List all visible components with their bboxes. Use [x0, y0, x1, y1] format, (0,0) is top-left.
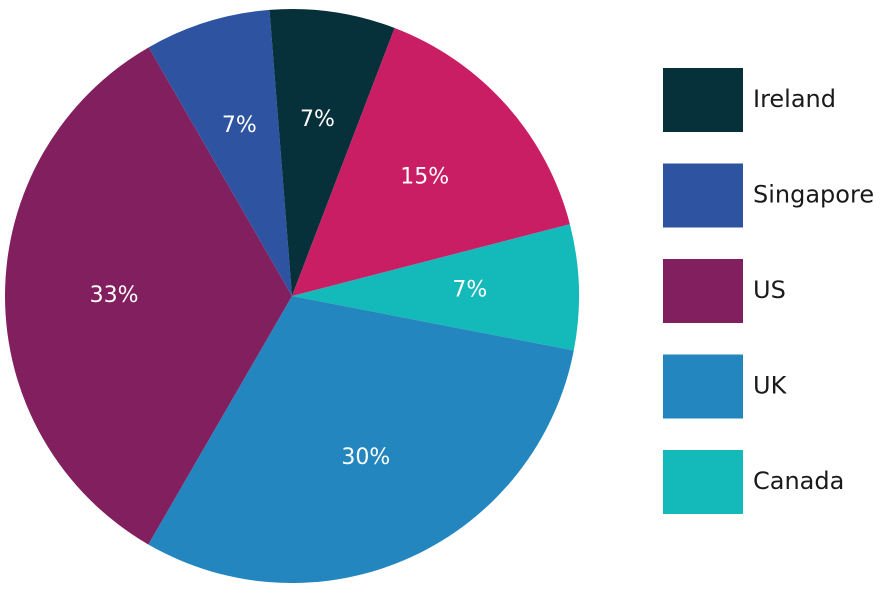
legend-swatch-us [663, 259, 743, 323]
legend-swatch-ireland [663, 68, 743, 132]
slice-value-label: 7% [452, 278, 487, 303]
chart-legend: Ireland Singapore US UK Canada [663, 68, 874, 514]
pie-slice-ireland [269, 8, 395, 296]
slice-value-label: 33% [90, 283, 139, 308]
pie-slice-canada [292, 224, 580, 351]
legend-label-canada: Canada [753, 467, 844, 495]
slice-value-label: 7% [222, 113, 257, 138]
legend-label-ireland: Ireland [753, 85, 836, 113]
legend-swatch-uk [663, 354, 743, 419]
pie-slice-singapore [148, 9, 292, 296]
pie-slice-unlabeled-5 [292, 27, 570, 296]
legend-label-singapore: Singapore [753, 181, 874, 209]
legend-label-us: US [753, 276, 786, 304]
pie-slice-us [4, 47, 292, 545]
pie-slice-labels: 7% 30% 33% 7% 7% 15% [90, 107, 488, 470]
pie-slice-uk [148, 296, 574, 584]
legend-label-uk: UK [753, 372, 788, 400]
legend-swatch-singapore [663, 163, 743, 228]
slice-value-label: 30% [341, 445, 390, 470]
slice-value-label: 7% [300, 107, 335, 132]
legend-swatch-canada [663, 450, 743, 514]
slice-value-label: 15% [400, 164, 449, 189]
pie-slices [4, 8, 580, 584]
